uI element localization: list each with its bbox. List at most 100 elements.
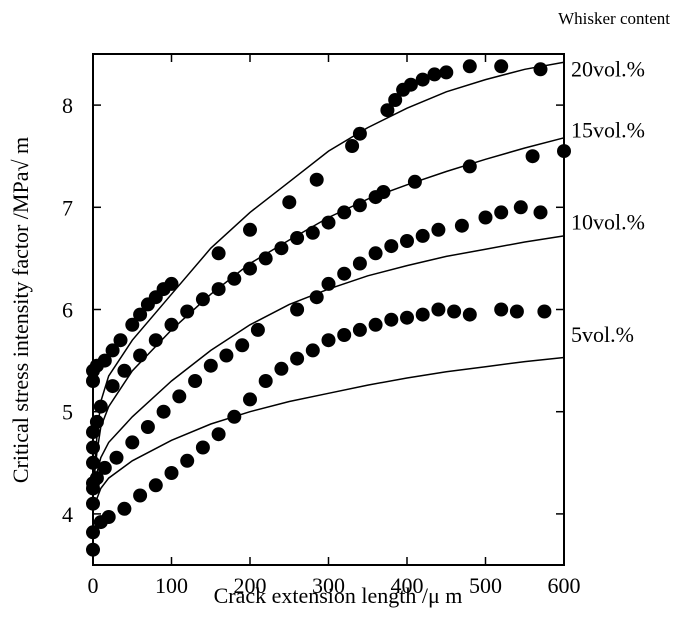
- data-point: [89, 414, 104, 429]
- data-point: [86, 440, 100, 455]
- data-point: [86, 496, 100, 511]
- data-point: [86, 374, 100, 388]
- data-point: [258, 374, 273, 388]
- data-point: [211, 246, 226, 261]
- fit-curve: [92, 61, 565, 489]
- data-point: [235, 338, 250, 353]
- data-point: [400, 234, 414, 248]
- data-point: [148, 478, 163, 493]
- data-point: [337, 266, 352, 281]
- series-label: 20vol.%: [571, 56, 645, 81]
- fit-curve: [92, 356, 565, 510]
- data-point: [227, 409, 242, 424]
- data-point: [462, 159, 477, 174]
- data-point: [309, 290, 324, 305]
- data-point: [462, 307, 477, 322]
- data-point: [439, 65, 454, 80]
- series-label: 15vol.%: [571, 118, 645, 143]
- data-point: [164, 276, 179, 291]
- series-labels: 20vol.% 15vol.% 10vol.% 5vol.%: [571, 56, 645, 347]
- data-point: [478, 210, 493, 225]
- y-axis-title: Critical stress intensity factor /MPa√ m: [8, 137, 33, 483]
- data-point: [180, 453, 195, 468]
- data-point: [384, 239, 399, 254]
- data-point: [164, 466, 179, 480]
- data-point: [243, 392, 257, 407]
- data-point: [105, 343, 120, 358]
- data-point: [105, 379, 120, 394]
- data-point: [274, 361, 289, 376]
- data-point: [211, 282, 226, 297]
- data-point: [513, 200, 528, 215]
- data-point: [345, 139, 360, 153]
- data-point: [97, 353, 112, 368]
- data-point: [274, 241, 289, 256]
- data-point: [557, 144, 571, 159]
- data-point: [431, 302, 446, 317]
- data-point: [384, 312, 399, 327]
- data-point: [195, 292, 210, 307]
- fit-curve: [92, 235, 565, 494]
- data-point: [509, 304, 524, 319]
- data-point: [494, 205, 509, 220]
- data-point: [101, 510, 116, 524]
- data-point: [454, 218, 469, 233]
- data-point: [290, 351, 305, 366]
- series-label: 10vol.%: [571, 210, 645, 235]
- data-point: [321, 276, 336, 291]
- data-point: [172, 389, 187, 404]
- data-point: [321, 333, 336, 348]
- data-point: [250, 322, 265, 337]
- data-point: [89, 471, 104, 486]
- axis-ticks: 0 100 200 300 400 500 600 4 5 6 7 8: [62, 54, 581, 598]
- data-point: [125, 435, 140, 450]
- data-point: [388, 93, 403, 107]
- data-point: [537, 304, 552, 319]
- data-point: [321, 215, 336, 230]
- x-tick-label: 300: [312, 573, 345, 598]
- data-point: [352, 198, 367, 213]
- data-point: [117, 501, 132, 516]
- x-tick-label: 600: [548, 573, 581, 598]
- data-point: [415, 307, 430, 322]
- data-point: [125, 317, 140, 332]
- data-point: [133, 307, 148, 322]
- data-point: [352, 126, 367, 141]
- data-point: [203, 358, 218, 373]
- data-point: [337, 328, 352, 342]
- data-point: [415, 228, 430, 243]
- x-tick-label: 500: [469, 573, 502, 598]
- data-point: [113, 333, 128, 348]
- data-point: [525, 149, 540, 164]
- data-point: [156, 404, 171, 419]
- data-point: [117, 363, 132, 378]
- data-point: [133, 348, 148, 363]
- data-point: [368, 246, 383, 261]
- data-point: [494, 59, 509, 74]
- data-point: [305, 343, 320, 358]
- data-point: [109, 450, 124, 465]
- data-point: [86, 525, 100, 540]
- y-tick-label: 5: [62, 400, 73, 425]
- data-point: [86, 542, 100, 557]
- data-point: [494, 302, 509, 317]
- plot-frame: [92, 53, 565, 566]
- data-point: [227, 271, 242, 286]
- data-point: [407, 174, 422, 189]
- y-tick-label: 8: [62, 93, 73, 118]
- data-point: [195, 440, 210, 455]
- fit-curve: [92, 137, 565, 489]
- data-point: [211, 427, 226, 442]
- y-tick-label: 4: [62, 502, 73, 527]
- data-point: [337, 205, 352, 220]
- data-point: [93, 399, 108, 414]
- data-point: [290, 231, 305, 245]
- y-tick-label: 6: [62, 298, 73, 323]
- data-point: [352, 256, 367, 271]
- data-point: [309, 172, 324, 187]
- data-point: [533, 205, 548, 220]
- legend-title: Whisker content: [558, 9, 670, 28]
- data-point: [86, 455, 100, 470]
